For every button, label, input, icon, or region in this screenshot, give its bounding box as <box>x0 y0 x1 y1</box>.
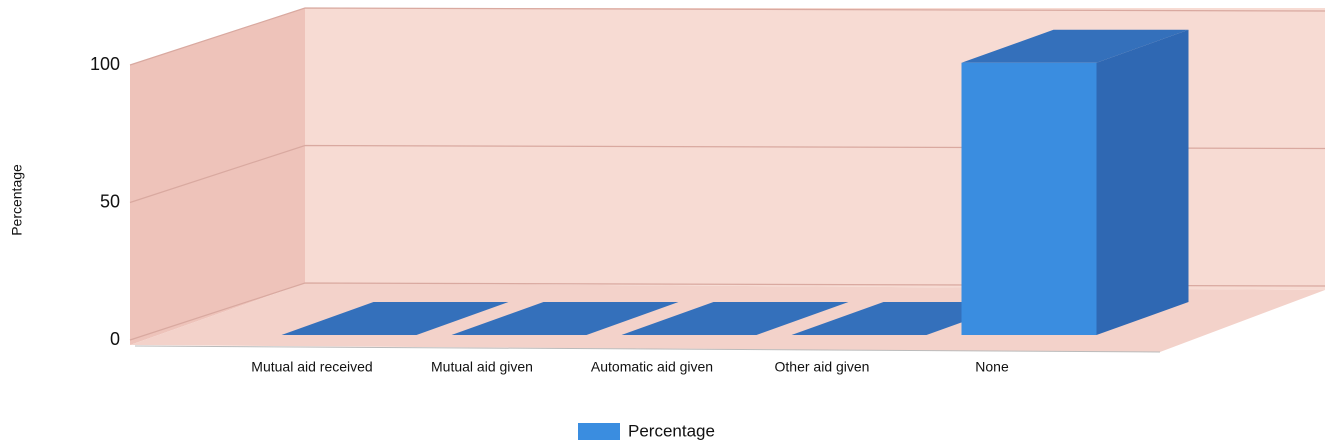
x-tick-label: Automatic aid given <box>591 359 713 375</box>
x-tick-label: Other aid given <box>775 359 870 375</box>
bar-top <box>451 302 679 335</box>
y-tick-label: 100 <box>90 54 120 74</box>
bar-side <box>1096 29 1189 335</box>
bar-front <box>961 62 1097 335</box>
bar-top <box>621 302 849 335</box>
y-tick-label: 50 <box>100 191 120 211</box>
left-wall <box>130 8 305 345</box>
bar <box>451 302 679 335</box>
y-tick-label: 0 <box>110 329 120 349</box>
legend-swatch <box>578 423 620 440</box>
bar <box>281 302 509 335</box>
bar-top <box>961 29 1189 63</box>
y-axis-label: Percentage <box>9 164 25 236</box>
x-axis-line <box>134 345 1161 353</box>
x-tick-label: None <box>975 359 1009 375</box>
bar <box>621 302 849 335</box>
legend-label: Percentage <box>628 421 715 440</box>
x-tick-label: Mutual aid given <box>431 359 533 375</box>
bar <box>961 29 1189 335</box>
x-tick-label: Mutual aid received <box>251 359 372 375</box>
bar-top <box>281 302 509 335</box>
grid-line <box>129 7 1325 66</box>
